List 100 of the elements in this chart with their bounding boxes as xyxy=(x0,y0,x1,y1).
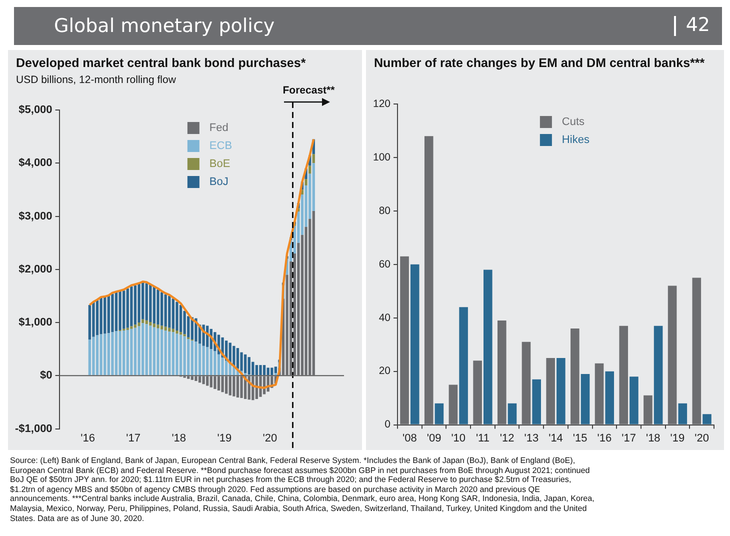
y-tick-label: $1,000 xyxy=(18,316,52,329)
x-tick-label: '11 xyxy=(476,432,490,444)
bar xyxy=(400,256,409,424)
bar xyxy=(206,346,209,376)
bar xyxy=(210,376,212,388)
bar xyxy=(194,376,198,381)
bar xyxy=(164,294,167,327)
bar xyxy=(198,376,202,383)
bar xyxy=(210,349,212,376)
y-tick-label: $5,000 xyxy=(18,104,52,116)
bar xyxy=(410,264,420,424)
bar xyxy=(228,376,232,396)
bar xyxy=(644,395,652,424)
bar xyxy=(236,376,240,398)
bar xyxy=(202,346,205,376)
bar xyxy=(225,360,228,376)
bar xyxy=(138,322,140,326)
y-tick-label: 20 xyxy=(378,365,391,378)
bar xyxy=(312,210,315,376)
y-tick-label: 0 xyxy=(384,418,391,431)
bar xyxy=(668,286,677,424)
bar xyxy=(546,358,555,424)
bar xyxy=(270,368,274,376)
text: Source: (Left) Bank of England, Bank of Japan, European Central Bank, Federal Reserve System. *Includes the Bank of Japan (BoJ), Bank of England (BoE), European Central Bank (ECB) and Federal Reserve. **Bond purchase forecast assumes $200bn GBP in net purchases from BoE through August 2021; continued BoJ QE of $50trn JPY ann. for 2020; $1.11trn EUR in net purchases from the ECB through 2020; and the Federal Reserve to purchase $2.5trn of Treasuries, $1.2trn of agency MBS and $50bn of agency CMBS through 2020. Fed assumptions are based on purchase activity in March 2020 and previous QE announcements. ***Central banks include Australia, Brazil, Canada, Chile, China, Colombia, Denmark, euro area, Hong Kong SAR, Indonesia, India, Japan, Korea, Malaysia, Mexico, Norway, Peru, Philippines, Poland, Russia, Saudi Arabia, South Africa, Sweden, Switzerland, Thailand, Turkey, United Kingdom and the United States. Data are as of June 30, 2020. xyxy=(10,456,594,523)
x-tick-label: '14 xyxy=(548,432,563,444)
y-tick-label: 100 xyxy=(372,151,391,164)
bar xyxy=(214,351,216,376)
x-tick-label: '19 xyxy=(217,432,232,444)
y-tick-label: $3,000 xyxy=(18,210,52,222)
bar xyxy=(240,352,243,371)
bar xyxy=(619,326,628,424)
bar xyxy=(88,305,92,340)
legend-label: BoJ xyxy=(209,176,228,188)
bar xyxy=(141,323,144,376)
bar xyxy=(240,376,243,398)
bar xyxy=(424,136,434,424)
bar xyxy=(160,329,164,376)
bar xyxy=(176,334,178,376)
y-tick-label: $2,000 xyxy=(18,263,52,276)
bar xyxy=(312,154,315,164)
legend-label: Hikes xyxy=(562,134,590,146)
bar xyxy=(145,324,148,376)
bar xyxy=(111,332,114,376)
x-tick-label: '18 xyxy=(172,432,186,444)
x-tick-label: '17 xyxy=(622,432,636,444)
bar xyxy=(225,376,228,394)
bar xyxy=(692,278,702,424)
y-tick-label: $4,000 xyxy=(18,157,52,170)
x-tick-label: '19 xyxy=(670,432,685,444)
bar xyxy=(702,414,712,424)
bar xyxy=(580,374,590,424)
bar xyxy=(122,290,126,329)
bar xyxy=(88,340,92,376)
bar xyxy=(145,283,148,320)
y-tick-label: 120 xyxy=(372,98,391,110)
bar xyxy=(114,292,118,332)
y-tick-label: $0 xyxy=(40,370,52,382)
x-tick-label: '20 xyxy=(262,432,278,444)
bar xyxy=(92,336,95,376)
bar xyxy=(194,342,198,376)
x-tick-label: '10 xyxy=(451,432,466,444)
x-tick-label: '13 xyxy=(524,432,539,444)
bar xyxy=(168,296,171,328)
bar xyxy=(156,290,160,325)
bar xyxy=(134,328,137,376)
bar xyxy=(236,348,240,369)
bar xyxy=(130,286,133,326)
bar xyxy=(183,336,186,376)
bar xyxy=(198,344,202,376)
bar xyxy=(206,376,209,386)
legend-label: Cuts xyxy=(562,116,586,128)
bar xyxy=(156,328,160,376)
bar xyxy=(152,286,156,324)
bar xyxy=(459,307,468,424)
bar xyxy=(508,403,517,424)
bar xyxy=(605,371,614,424)
x-tick-label: '16 xyxy=(597,432,612,444)
bar xyxy=(138,326,140,376)
bar xyxy=(630,376,638,424)
bar xyxy=(141,282,144,320)
bar xyxy=(138,284,140,323)
x-tick-label: '16 xyxy=(80,432,95,444)
bar xyxy=(274,366,278,374)
bar xyxy=(160,292,164,326)
bar xyxy=(107,296,110,334)
bar xyxy=(434,403,444,424)
y-tick-label: -$1,000 xyxy=(14,422,52,435)
y-tick-label: 60 xyxy=(378,258,391,270)
bar xyxy=(111,294,114,332)
ref-line-label: Forecast** xyxy=(282,84,336,97)
bar xyxy=(100,297,102,334)
bar xyxy=(126,288,129,328)
bar xyxy=(532,379,541,424)
bar xyxy=(96,335,99,376)
chart-title: Developed market central bank bond purchases* xyxy=(16,56,306,70)
bar xyxy=(156,324,160,328)
x-tick-label: '12 xyxy=(500,432,514,444)
y-tick-label: 40 xyxy=(378,312,391,324)
legend-label: Fed xyxy=(209,122,228,134)
y-tick-label: 80 xyxy=(378,204,391,217)
